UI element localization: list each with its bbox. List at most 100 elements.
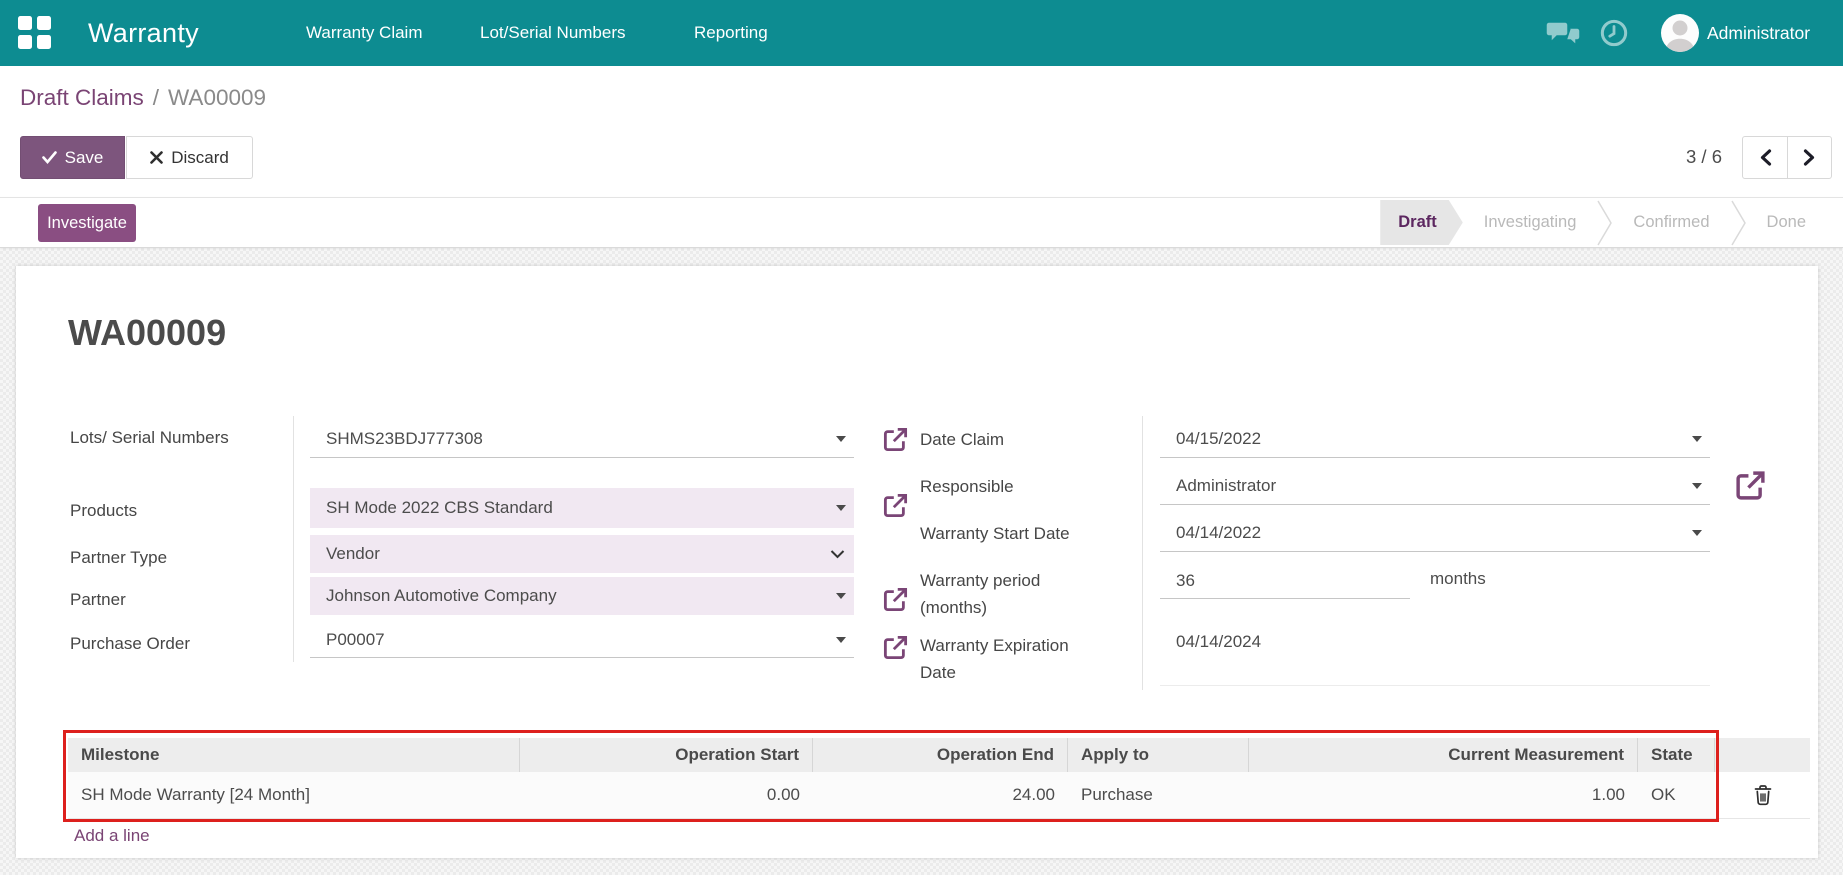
dropdown-caret-icon	[836, 593, 846, 599]
partner-type-value: Vendor	[326, 544, 380, 563]
step-chevron-icon	[1597, 200, 1613, 245]
dropdown-caret-icon	[1692, 482, 1702, 489]
purchase-order-external-link-icon[interactable]	[882, 634, 909, 661]
status-step-done[interactable]: Done	[1766, 213, 1806, 231]
column-header-state[interactable]: State	[1638, 738, 1715, 772]
chevron-right-icon	[1803, 149, 1815, 166]
form-statusbar: Investigate Draft Investigating Confirme…	[0, 197, 1843, 248]
activities-clock-icon[interactable]	[1600, 19, 1628, 47]
discard-button[interactable]: Discard	[126, 136, 253, 179]
label-warranty-period: Warranty period (months)	[920, 571, 1041, 617]
messages-icon[interactable]	[1546, 20, 1582, 48]
user-avatar[interactable]	[1661, 14, 1699, 52]
app-title: Warranty	[88, 18, 199, 48]
label-responsible: Responsible	[920, 477, 1014, 496]
dropdown-caret-icon	[1692, 529, 1702, 536]
dropdown-caret-icon	[836, 505, 846, 511]
investigate-button[interactable]: Investigate	[38, 204, 136, 242]
partner-external-link-icon[interactable]	[882, 586, 909, 613]
breadcrumb-separator: /	[152, 85, 160, 110]
cell-apply-to[interactable]: Purchase	[1068, 772, 1249, 818]
column-header-operation-start[interactable]: Operation Start	[520, 738, 813, 772]
pager-previous-button[interactable]	[1743, 137, 1787, 178]
warranty-expiration-date-value: 04/14/2024	[1176, 632, 1262, 651]
label-lots-serial-numbers: Lots/ Serial Numbers	[70, 428, 229, 447]
menu-reporting[interactable]: Reporting	[694, 23, 768, 42]
purchase-order-value: P00007	[326, 629, 385, 649]
products-external-link-icon[interactable]	[882, 492, 909, 519]
user-menu[interactable]: Administrator	[1707, 23, 1811, 43]
pager-count: 3 / 6	[1686, 146, 1722, 167]
dropdown-caret-icon	[1692, 435, 1702, 442]
delete-row-button[interactable]	[1742, 772, 1783, 818]
cell-row-actions	[1715, 772, 1810, 818]
menu-lot-serial-numbers[interactable]: Lot/Serial Numbers	[480, 23, 626, 42]
dropdown-caret-icon	[836, 636, 846, 643]
breadcrumb-parent-link[interactable]: Draft Claims	[20, 85, 144, 110]
right-group-separator	[1142, 416, 1143, 690]
cell-current-measurement[interactable]: 1.00	[1249, 772, 1638, 818]
label-products: Products	[70, 501, 138, 520]
responsible-field[interactable]: Administrator	[1160, 467, 1710, 505]
status-steps: Draft Investigating Confirmed Done	[1380, 198, 1827, 247]
cell-state[interactable]: OK	[1638, 772, 1715, 818]
lots-serial-numbers-value: SHMS23BDJ777308	[326, 428, 483, 448]
warranty-period-value: 36	[1176, 570, 1195, 590]
label-warranty-start-date: Warranty Start Date	[920, 524, 1070, 543]
save-button[interactable]: Save	[20, 136, 125, 179]
warranty-expiration-date-field: 04/14/2024	[1160, 626, 1710, 686]
pager	[1742, 136, 1832, 179]
label-partner: Partner	[70, 590, 126, 609]
label-purchase-order: Purchase Order	[70, 634, 190, 653]
responsible-external-link-icon[interactable]	[1734, 469, 1767, 502]
apps-menu-icon[interactable]	[18, 16, 52, 50]
status-step-confirmed[interactable]: Confirmed	[1633, 213, 1710, 231]
cell-operation-end[interactable]: 24.00	[813, 772, 1068, 818]
status-step-investigating[interactable]: Investigating	[1483, 213, 1577, 231]
check-icon	[41, 151, 57, 164]
x-icon	[150, 151, 163, 164]
menu-warranty-claim[interactable]: Warranty Claim	[306, 23, 423, 42]
date-claim-value: 04/15/2022	[1176, 428, 1262, 448]
breadcrumb: Draft Claims / WA00009	[20, 85, 266, 111]
partner-type-select[interactable]: Vendor	[310, 535, 854, 573]
column-header-apply-to[interactable]: Apply to	[1068, 738, 1249, 772]
add-a-line-link[interactable]: Add a line	[74, 826, 150, 845]
label-warranty-expiration-date: Warranty Expiration Date	[920, 636, 1069, 682]
months-suffix-label: months	[1430, 569, 1486, 588]
left-group-separator	[293, 416, 294, 662]
save-label: Save	[64, 147, 104, 167]
products-value: SH Mode 2022 CBS Standard	[326, 498, 553, 517]
label-partner-type: Partner Type	[70, 548, 168, 567]
column-header-actions	[1715, 738, 1810, 772]
lots-external-link-icon[interactable]	[882, 426, 909, 453]
date-claim-field[interactable]: 04/15/2022	[1160, 420, 1710, 458]
person-silhouette-icon	[1665, 20, 1695, 52]
step-chevron-icon	[1730, 200, 1746, 245]
cell-operation-start[interactable]: 0.00	[520, 772, 813, 818]
discard-label: Discard	[171, 147, 229, 167]
record-title: WA00009	[68, 312, 227, 353]
column-header-operation-end[interactable]: Operation End	[813, 738, 1068, 772]
responsible-value: Administrator	[1176, 475, 1277, 495]
warranty-start-date-field[interactable]: 04/14/2022	[1160, 514, 1710, 552]
trash-icon	[1754, 785, 1771, 806]
partner-field[interactable]: Johnson Automotive Company	[310, 577, 854, 615]
warranty-start-date-value: 04/14/2022	[1176, 522, 1262, 542]
label-date-claim: Date Claim	[920, 430, 1005, 449]
column-header-current-measurement[interactable]: Current Measurement	[1249, 738, 1638, 772]
milestones-header-row: Milestone Operation Start Operation End …	[68, 738, 1810, 772]
cell-milestone[interactable]: SH Mode Warranty [24 Month]	[68, 772, 520, 818]
products-field[interactable]: SH Mode 2022 CBS Standard	[310, 488, 854, 528]
milestone-table-row[interactable]: SH Mode Warranty [24 Month] 0.00 24.00 P…	[68, 772, 1810, 819]
chevron-down-icon	[830, 550, 845, 559]
pager-next-button[interactable]	[1787, 137, 1831, 178]
lots-serial-numbers-field[interactable]: SHMS23BDJ777308	[310, 420, 854, 458]
status-step-draft[interactable]: Draft	[1380, 200, 1463, 245]
breadcrumb-current: WA00009	[168, 85, 267, 110]
warranty-period-field[interactable]: 36	[1160, 563, 1410, 599]
column-header-milestone[interactable]: Milestone	[68, 738, 520, 772]
partner-value: Johnson Automotive Company	[326, 586, 557, 605]
purchase-order-field[interactable]: P00007	[310, 622, 854, 658]
